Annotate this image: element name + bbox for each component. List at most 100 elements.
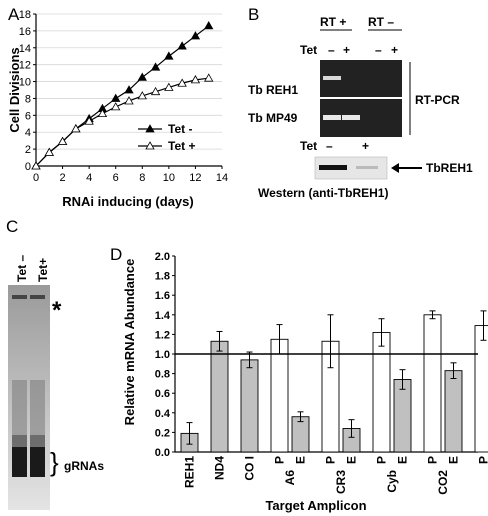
data-point-tet-plus	[164, 82, 174, 91]
y-tick-label: 0.2	[155, 427, 170, 439]
y-tick-label: 4	[25, 127, 31, 139]
gel-band-top-2	[30, 295, 45, 299]
row-label-tb-mp49: Tb MP49	[248, 111, 298, 125]
y-tick-label: 0.8	[155, 369, 170, 381]
legend-tet-minus: Tet -	[168, 122, 192, 136]
bar-label-p: P	[426, 456, 440, 464]
data-point-tet-plus	[111, 102, 121, 111]
western-lane-1: –	[326, 139, 333, 153]
band-reh1-tet-minus	[323, 76, 341, 80]
data-point-tet-minus	[137, 72, 147, 81]
grna-brace: }	[50, 447, 59, 477]
y-tick-label: 1.2	[155, 329, 170, 341]
rt-minus-label: RT –	[368, 15, 394, 29]
panel-a-legend: Tet - Tet +	[138, 122, 195, 153]
data-point-tet-plus	[44, 147, 54, 156]
panel-a-label: A	[8, 5, 20, 24]
data-point-tet-plus	[177, 78, 187, 87]
y-tick-label: 16	[19, 26, 31, 38]
panel-c-grna-gel: C Tet – Tet+ * } gRNAs	[6, 217, 104, 510]
tet-label-western: Tet	[300, 139, 317, 153]
data-point-tet-plus	[150, 86, 161, 96]
y-tick-label: 1.4	[155, 310, 171, 322]
data-point-tet-minus	[164, 51, 174, 60]
data-point-tet-plus	[124, 96, 134, 105]
x-tick-label: 12	[189, 172, 201, 184]
bar-nd7-p	[474, 325, 488, 453]
x-tick-label: 8	[139, 172, 145, 184]
y-tick-label: 0	[25, 161, 31, 173]
y-tick-label: 1.0	[155, 349, 170, 361]
panel-b-rtpcr-western: B RT + RT – Tet – + – + Tb REH1 Tb MP49 …	[248, 5, 473, 200]
western-band-tet-plus	[356, 166, 378, 169]
data-point-tet-plus	[57, 136, 68, 145]
data-point-tet-plus	[84, 116, 94, 125]
gel-lane-tet-minus: Tet –	[15, 255, 29, 282]
bar-cyb-e	[393, 379, 412, 453]
bar-label-e: E	[294, 456, 308, 464]
bar-label-p: P	[477, 456, 488, 464]
bar-label-p: P	[375, 456, 389, 464]
data-point-tet-minus	[150, 62, 161, 71]
panel-a-line-chart: A 0 2 4 6 8 10 12 14 16 18 0 2 4 6 8 10 12 14 Tet - Tet +…	[7, 5, 228, 209]
bar-label-e: E	[447, 456, 461, 464]
star-marker: *	[52, 297, 62, 324]
panel-d-xlabel: Target Amplicon	[265, 498, 366, 513]
panel-d-label: D	[110, 245, 122, 264]
western-band-label: TbREH1	[426, 161, 473, 175]
group-label-coi: CO I	[243, 456, 257, 481]
data-point-tet-minus	[204, 21, 214, 30]
gel-lane-tet-plus: Tet+	[36, 258, 50, 282]
x-tick-label: 4	[86, 172, 92, 184]
y-tick-label: 12	[19, 60, 31, 72]
x-tick-label: 6	[113, 172, 119, 184]
legend-marker-tet-plus	[145, 141, 155, 150]
x-tick-label: 0	[33, 172, 39, 184]
western-lane-2: +	[362, 139, 369, 153]
group-label-cyb: Cyb	[385, 470, 399, 493]
grna-label: gRNAs	[64, 459, 104, 473]
lane-label-3: –	[375, 43, 382, 57]
y-tick-label: 8	[25, 93, 31, 105]
data-point-tet-minus	[177, 41, 187, 50]
bar-a6-p	[270, 338, 289, 453]
western-band-tet-minus	[319, 165, 347, 170]
panel-c-label: C	[6, 217, 18, 236]
lane-label-4: +	[391, 43, 398, 57]
bar-co2-p	[423, 314, 442, 453]
lane-label-1: –	[328, 43, 335, 57]
arrow-head-icon	[391, 163, 399, 173]
data-point-tet-plus	[71, 124, 81, 133]
x-tick-label: 14	[216, 172, 228, 184]
y-tick-label: 1.8	[155, 271, 170, 283]
gel-band-top-1	[12, 295, 27, 299]
rt-plus-label: RT +	[320, 15, 346, 29]
panel-d-bar-chart: D 0.0 0.2 0.4 0.6 0.8 1.0 1.2 1.4 1.6 1.8 2.0 REH1…	[110, 245, 488, 513]
y-tick-label: 2	[25, 144, 31, 156]
legend-tet-plus: Tet +	[168, 139, 195, 153]
bar-label-p: P	[324, 456, 338, 464]
data-point-tet-plus	[137, 91, 147, 100]
data-point-tet-minus	[111, 93, 121, 102]
bar-cyb-p	[372, 331, 391, 453]
data-point-tet-minus	[124, 85, 134, 94]
band-mp49-tet-plus	[342, 115, 360, 120]
panel-d-ylabel: Relative mRNA Abundance	[122, 259, 137, 426]
group-label-cr3: CR3	[334, 470, 348, 494]
grna-bands	[12, 380, 45, 477]
band-mp49-tet-minus	[323, 115, 341, 120]
data-point-tet-plus	[97, 108, 108, 118]
data-point-tet-plus	[190, 75, 201, 84]
western-caption: Western (anti-TbREH1)	[258, 186, 388, 200]
lane-label-2: +	[343, 43, 350, 57]
bar-label-e: E	[345, 456, 359, 464]
group-label-a6: A6	[283, 470, 297, 486]
group-label-co2: CO2	[436, 470, 450, 495]
y-tick-label: 14	[19, 43, 31, 55]
panel-a-xlabel: RNAi inducing (days)	[62, 194, 193, 209]
y-tick-label: 2.0	[155, 251, 170, 263]
y-tick-label: 0.6	[155, 388, 170, 400]
x-tick-label: 2	[60, 172, 66, 184]
tet-label-rtpcr: Tet	[300, 43, 317, 57]
